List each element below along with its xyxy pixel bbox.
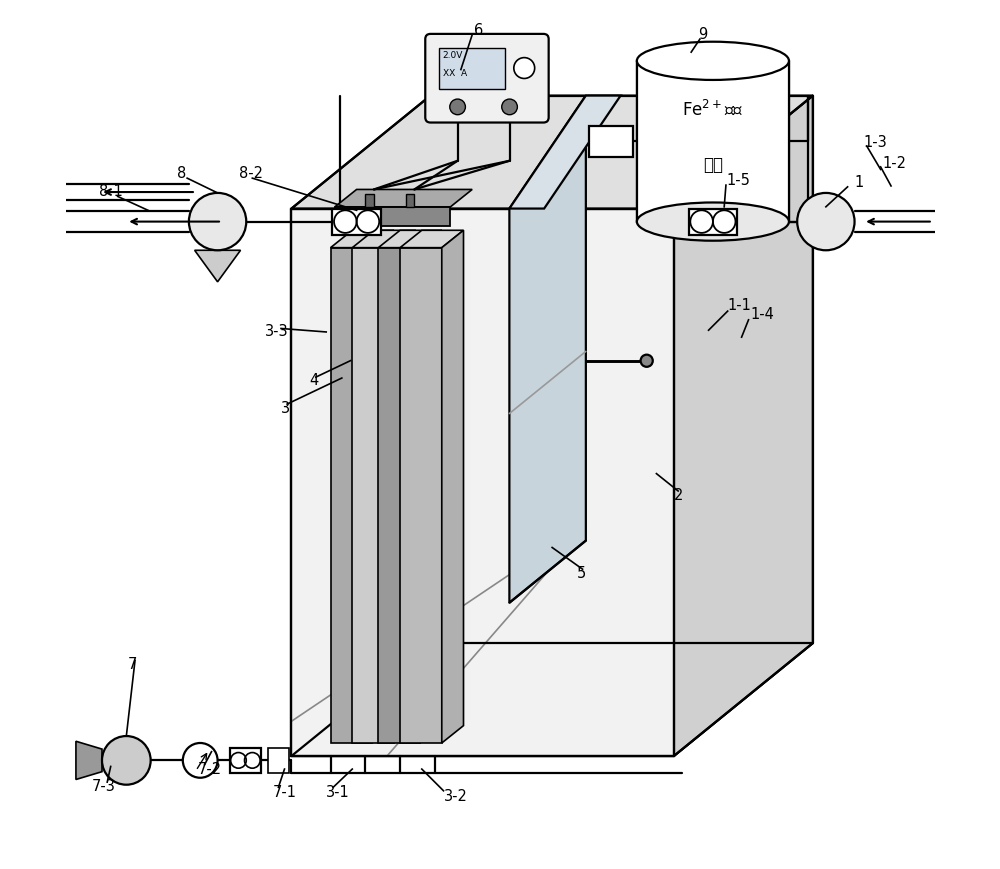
Text: 1-1: 1-1 [728, 298, 752, 314]
Polygon shape [509, 96, 621, 209]
Bar [365, 194, 374, 207]
Polygon shape [372, 230, 394, 743]
Text: 2: 2 [674, 488, 683, 503]
Polygon shape [394, 230, 416, 743]
Text: Fe$^{2+}$投加: Fe$^{2+}$投加 [682, 99, 743, 119]
Text: 8-2: 8-2 [239, 166, 263, 182]
Text: 3-3: 3-3 [265, 324, 289, 340]
Bar [230, 748, 261, 773]
Text: XX  A: XX A [443, 70, 467, 78]
Polygon shape [335, 189, 472, 207]
Polygon shape [291, 643, 813, 756]
FancyBboxPatch shape [425, 34, 549, 123]
Polygon shape [400, 230, 464, 248]
Bar [439, 48, 505, 89]
Polygon shape [674, 96, 813, 756]
Circle shape [102, 736, 151, 785]
Polygon shape [331, 248, 372, 743]
Text: 2.0V: 2.0V [443, 51, 463, 60]
Polygon shape [352, 248, 394, 743]
Polygon shape [400, 248, 442, 743]
Text: 8-1: 8-1 [99, 183, 122, 199]
Polygon shape [420, 230, 442, 743]
Bar [406, 194, 414, 207]
Polygon shape [378, 230, 442, 248]
Polygon shape [442, 230, 464, 743]
Text: 1-5: 1-5 [726, 173, 750, 189]
Circle shape [189, 193, 246, 250]
Circle shape [183, 743, 218, 778]
Polygon shape [195, 250, 241, 282]
Text: 9: 9 [698, 27, 707, 43]
Ellipse shape [637, 42, 789, 80]
Polygon shape [378, 248, 420, 743]
Text: 1-3: 1-3 [863, 135, 887, 150]
Text: 3-2: 3-2 [444, 789, 467, 805]
Text: 3: 3 [281, 401, 290, 416]
Text: 5: 5 [576, 566, 586, 581]
Bar [335, 207, 450, 226]
Circle shape [502, 99, 517, 115]
Bar [637, 61, 789, 222]
Text: 7: 7 [128, 657, 137, 673]
Circle shape [797, 193, 855, 250]
Bar [268, 748, 289, 773]
Polygon shape [291, 209, 674, 756]
Text: 1: 1 [855, 175, 864, 190]
Ellipse shape [637, 202, 789, 241]
Text: 4: 4 [309, 373, 318, 388]
Polygon shape [76, 741, 102, 779]
Circle shape [641, 355, 653, 367]
Polygon shape [352, 230, 416, 248]
Bar [689, 209, 737, 235]
Text: 7-3: 7-3 [92, 779, 115, 794]
Text: 6: 6 [474, 23, 483, 38]
Text: 8: 8 [177, 166, 186, 182]
Text: 系统: 系统 [703, 156, 723, 175]
Text: 1-4: 1-4 [750, 307, 774, 322]
Polygon shape [509, 96, 586, 603]
Circle shape [450, 99, 465, 115]
Bar [332, 209, 381, 235]
Bar [589, 126, 633, 156]
Circle shape [514, 57, 535, 78]
Polygon shape [331, 230, 394, 248]
Text: 7-2: 7-2 [198, 761, 222, 777]
Polygon shape [291, 96, 813, 209]
Text: 7-1: 7-1 [272, 785, 296, 800]
Text: 3-1: 3-1 [326, 785, 350, 800]
Text: 1-2: 1-2 [882, 156, 906, 171]
